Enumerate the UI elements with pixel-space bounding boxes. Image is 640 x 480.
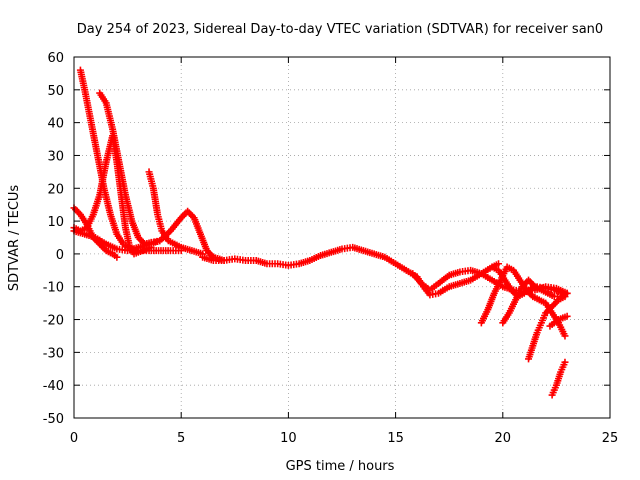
data-point xyxy=(561,332,569,340)
y-tick-label: -10 xyxy=(43,281,64,296)
x-axis-label: GPS time / hours xyxy=(286,459,395,474)
data-point xyxy=(559,289,567,297)
plot-frame xyxy=(73,56,611,419)
y-tick-label: 20 xyxy=(47,182,64,197)
y-tick-label: 30 xyxy=(47,149,64,164)
chart-title: Day 254 of 2023, Sidereal Day-to-day VTE… xyxy=(77,22,603,37)
axis-ticks: 0 5 10 15 20 25 -50 -40 -30 -20 -10 0 10 20 30 40 50 60 xyxy=(43,51,619,446)
y-tick-label: 50 xyxy=(47,84,64,99)
y-tick-label: 60 xyxy=(47,51,64,66)
data-point xyxy=(495,260,503,268)
y-tick-label: 40 xyxy=(47,117,64,132)
y-tick-label: -50 xyxy=(43,412,64,427)
x-tick-label: 15 xyxy=(387,431,404,446)
data-points xyxy=(70,66,571,399)
data-point xyxy=(561,358,569,366)
data-point xyxy=(113,253,121,261)
data-point xyxy=(563,312,571,320)
y-tick-label: -20 xyxy=(43,314,64,329)
x-tick-label: 0 xyxy=(70,431,78,446)
x-tick-label: 25 xyxy=(602,431,619,446)
y-tick-label: 0 xyxy=(56,248,64,263)
x-tick-label: 5 xyxy=(177,431,185,446)
x-tick-label: 20 xyxy=(495,431,512,446)
y-tick-label: -30 xyxy=(43,346,64,361)
y-tick-label: 10 xyxy=(47,215,64,230)
grid-lines xyxy=(74,57,610,418)
y-axis-label: SDTVAR / TECUs xyxy=(7,185,22,292)
x-tick-label: 10 xyxy=(280,431,297,446)
y-tick-label: -40 xyxy=(43,379,64,394)
